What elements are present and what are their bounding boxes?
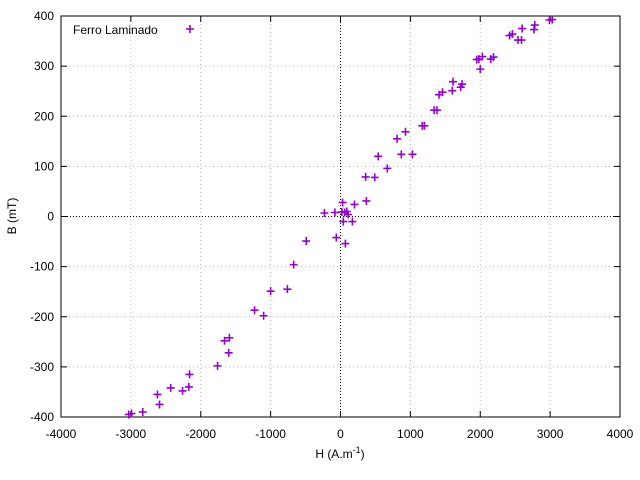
data-point: [517, 36, 526, 45]
data-point: [185, 370, 194, 379]
data-point: [138, 407, 147, 416]
y-axis-label: B (mT): [5, 198, 19, 235]
data-point: [397, 150, 406, 159]
y-tick-label: 400: [34, 9, 54, 23]
y-tick-label: -200: [30, 310, 54, 324]
data-point: [302, 237, 311, 246]
data-point: [408, 150, 417, 159]
data-point: [374, 152, 383, 161]
zero-axis-lines: [61, 16, 620, 417]
x-tick-label: 2000: [467, 427, 494, 441]
data-points: [124, 15, 557, 419]
x-tick-label: -1000: [255, 427, 286, 441]
data-point: [283, 285, 292, 294]
y-tick-label: -100: [30, 260, 54, 274]
data-point: [330, 208, 339, 217]
legend-marker-icon: [186, 25, 194, 33]
data-point: [489, 53, 498, 62]
data-point: [250, 306, 259, 315]
data-point: [339, 217, 348, 226]
data-point: [350, 200, 359, 209]
data-point: [361, 172, 370, 181]
x-tick-label: 1000: [397, 427, 424, 441]
y-tick-label: -400: [30, 410, 54, 424]
data-point: [370, 173, 379, 182]
data-point: [518, 24, 527, 33]
y-tick-label: 200: [34, 109, 54, 123]
data-point: [401, 127, 410, 136]
data-point: [341, 239, 350, 248]
data-point: [332, 233, 341, 242]
legend-plus-icon: [186, 25, 194, 33]
data-point: [178, 386, 187, 395]
legend-label: Ferro Laminado: [73, 23, 158, 37]
data-point: [220, 336, 229, 345]
data-point: [344, 210, 353, 219]
x-axis-label: H (A.m-1): [315, 445, 364, 461]
data-point: [448, 86, 457, 95]
x-tick-label: 0: [337, 427, 344, 441]
data-point: [348, 217, 357, 226]
data-point: [420, 121, 429, 130]
y-tick-label: 100: [34, 159, 54, 173]
data-point: [530, 21, 539, 30]
data-point: [362, 196, 371, 205]
x-tick-label: 3000: [537, 427, 564, 441]
data-point: [448, 77, 457, 86]
data-point: [320, 208, 329, 217]
data-point: [478, 52, 487, 61]
data-point: [548, 15, 557, 24]
data-point: [213, 361, 222, 370]
y-tick-label: -300: [30, 360, 54, 374]
x-tick-label: -3000: [116, 427, 147, 441]
data-point: [166, 383, 175, 392]
x-tick-label: -4000: [46, 427, 77, 441]
data-point: [259, 311, 268, 320]
legend: Ferro Laminado: [73, 23, 194, 37]
x-tick-label: -2000: [185, 427, 216, 441]
y-tick-label: 0: [47, 210, 54, 224]
data-point: [393, 134, 402, 143]
data-point: [289, 260, 298, 269]
x-tick-labels: -4000 -3000 -2000 -1000 0 1000 2000 3000 4000: [46, 427, 634, 441]
data-point: [224, 348, 233, 357]
data-point: [153, 390, 162, 399]
data-point: [266, 287, 275, 296]
data-point: [225, 333, 234, 342]
data-point: [432, 106, 441, 115]
data-point: [383, 164, 392, 173]
y-tick-labels: -400 -300 -200 -100 0 100 200 300 400: [30, 9, 54, 424]
data-point: [184, 382, 193, 391]
data-point: [438, 88, 447, 97]
data-point: [508, 30, 517, 39]
y-tick-label: 300: [34, 59, 54, 73]
data-point: [458, 80, 467, 89]
data-point: [155, 400, 164, 409]
data-point: [127, 409, 136, 418]
axis-ticks: [60, 15, 621, 418]
x-tick-label: 4000: [607, 427, 634, 441]
data-point: [476, 65, 485, 74]
data-point: [338, 198, 347, 207]
